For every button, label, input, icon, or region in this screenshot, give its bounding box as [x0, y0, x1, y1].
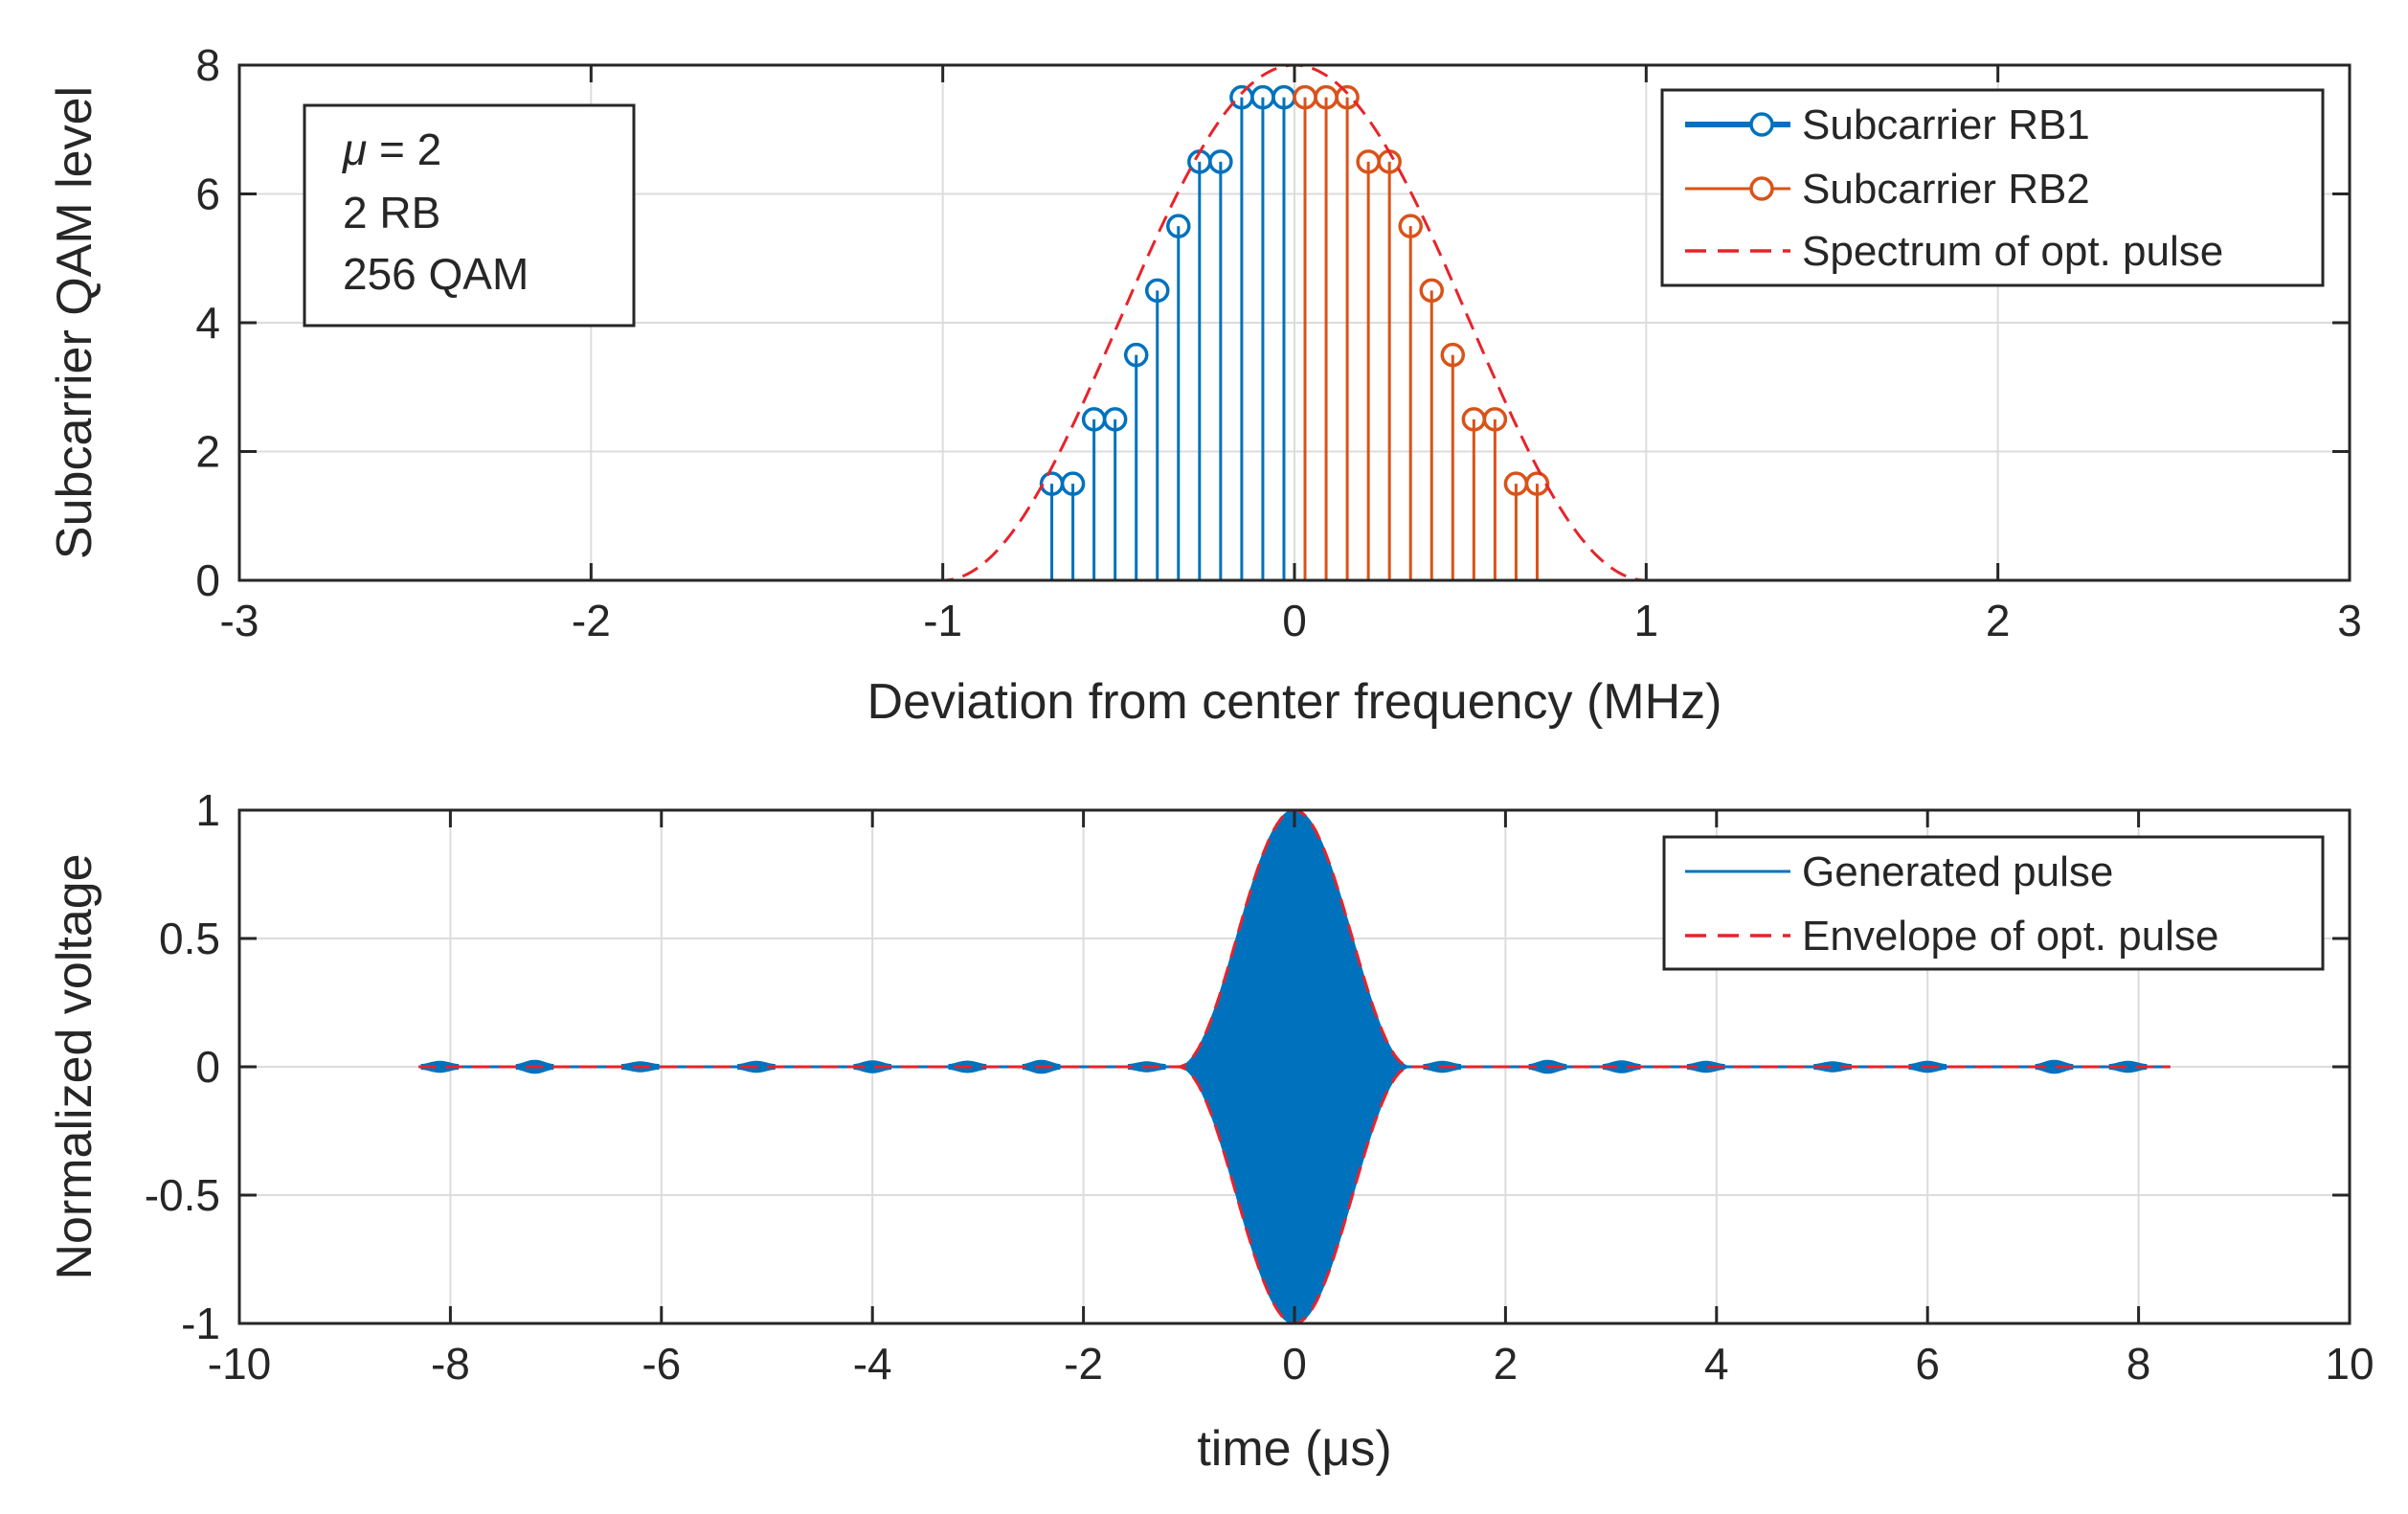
- bottom-x-tick-label: -4: [853, 1339, 892, 1389]
- bottom-legend: Generated pulse Envelope of opt. pulse: [1662, 835, 2325, 971]
- bottom-y-axis-label: Normalized voltage: [47, 853, 102, 1279]
- legend-pulse-label: Generated pulse: [1802, 848, 2113, 895]
- stem-marker-rb1: [1102, 407, 1128, 432]
- top-x-axis-label: Deviation from center frequency (MHz): [867, 674, 1722, 730]
- top-legend: Subcarrier RB1 Subcarrier RB2 Spectrum o…: [1660, 88, 2325, 287]
- legend-rb1-marker: [1749, 112, 1774, 137]
- bottom-x-tick-label: -8: [431, 1339, 470, 1389]
- stem-marker-rb2: [1524, 471, 1550, 496]
- annotation-box: μ = 2 2 RB 256 QAM: [303, 103, 636, 328]
- top-y-tick-label: 2: [195, 427, 220, 477]
- top-y-tick-label: 8: [195, 40, 220, 90]
- legend-rb2-label: Subcarrier RB2: [1802, 166, 2090, 213]
- legend-rb1-label: Subcarrier RB1: [1802, 102, 2090, 148]
- bottom-x-tick-label: 2: [1494, 1339, 1519, 1389]
- stem-marker-rb2: [1419, 278, 1445, 304]
- generated-pulse-sidelobe: [2108, 1060, 2148, 1073]
- bottom-legend-frame: [1662, 835, 2325, 971]
- bottom-x-tick-label: -6: [641, 1339, 681, 1389]
- stems: [1039, 84, 1550, 580]
- top-x-tick-label: 3: [2337, 596, 2362, 645]
- bottom-x-tick-label: 6: [1915, 1339, 1940, 1389]
- bottom-x-tick-label: -2: [1064, 1339, 1103, 1389]
- top-y-axis-label: Subcarrier QAM level: [47, 86, 102, 559]
- legend-rb2-marker: [1749, 176, 1774, 201]
- top-x-tick-label: 2: [1986, 596, 2011, 645]
- bottom-x-tick-label: 10: [2325, 1339, 2374, 1389]
- annotation-qam: 256 QAM: [343, 249, 529, 299]
- stem-marker-rb2: [1482, 407, 1508, 432]
- top-ticks: -3 -2 -1 0 1 2 3 0 2 4 6 8: [195, 40, 2361, 645]
- stem-marker-rb2: [1440, 342, 1466, 368]
- bottom-y-tick-label: 0.5: [159, 914, 220, 963]
- bottom-x-axis-label: time (μs): [1197, 1421, 1391, 1477]
- generated-pulse-sidelobe: [853, 1060, 891, 1073]
- pulse-chart: -10 -8 -6 -4 -2 0 2 4 6 8 10-1-0.500.51 time (μs) …: [47, 785, 2374, 1477]
- annotation-mu: μ = 2: [342, 124, 441, 174]
- legend-spectrum-label: Spectrum of opt. pulse: [1802, 228, 2223, 275]
- generated-pulse-sidelobe: [420, 1060, 460, 1073]
- stem-marker-rb1: [1208, 149, 1233, 174]
- bottom-x-tick-label: 0: [1282, 1339, 1307, 1389]
- bottom-ticks: -10 -8 -6 -4 -2 0 2 4 6 8 10 -1 -0.5 0 0.5 1: [145, 785, 2374, 1389]
- stem-marker-rb1: [1144, 278, 1170, 304]
- bottom-x-tick-label: 4: [1704, 1339, 1729, 1389]
- bottom-x-tick-label: -10: [208, 1339, 271, 1389]
- bottom-x-axis-label-text: time (μs): [1197, 1421, 1391, 1477]
- generated-pulse-sidelobe: [1602, 1060, 1641, 1073]
- legend-envelope-label: Envelope of opt. pulse: [1802, 913, 2218, 960]
- bottom-y-tick-label: -1: [181, 1299, 220, 1348]
- annotation-frame: [303, 103, 636, 328]
- bottom-y-tick-label: 0: [195, 1042, 220, 1092]
- stem-marker-rb1: [1060, 471, 1086, 496]
- generated-pulse-sidelobe: [2035, 1059, 2074, 1074]
- spectrum-chart: -3 -2 -1 0 1 2 3 0 2 4 6 8 Deviation from center fr…: [47, 40, 2362, 730]
- top-x-tick-label: 0: [1282, 596, 1307, 645]
- bottom-y-tick-label: 1: [195, 785, 220, 835]
- top-x-tick-label: -3: [220, 596, 259, 645]
- top-x-tick-label: -1: [923, 596, 962, 645]
- top-y-tick-label: 6: [195, 169, 220, 219]
- stem-marker-rb2: [1398, 214, 1423, 238]
- bottom-x-tick-label: 8: [2127, 1339, 2151, 1389]
- top-y-tick-label: 0: [195, 555, 220, 605]
- top-y-tick-label: 4: [195, 298, 220, 348]
- stem-marker-rb1: [1166, 214, 1191, 238]
- top-x-tick-label: 1: [1634, 596, 1659, 645]
- generated-pulse-sidelobe: [1686, 1060, 1725, 1073]
- bottom-y-tick-label: -0.5: [145, 1170, 220, 1220]
- stem-marker-rb2: [1335, 84, 1360, 110]
- annotation-rb: 2 RB: [343, 188, 440, 237]
- stem-marker-rb1: [1123, 342, 1149, 368]
- top-x-tick-label: -2: [572, 596, 611, 645]
